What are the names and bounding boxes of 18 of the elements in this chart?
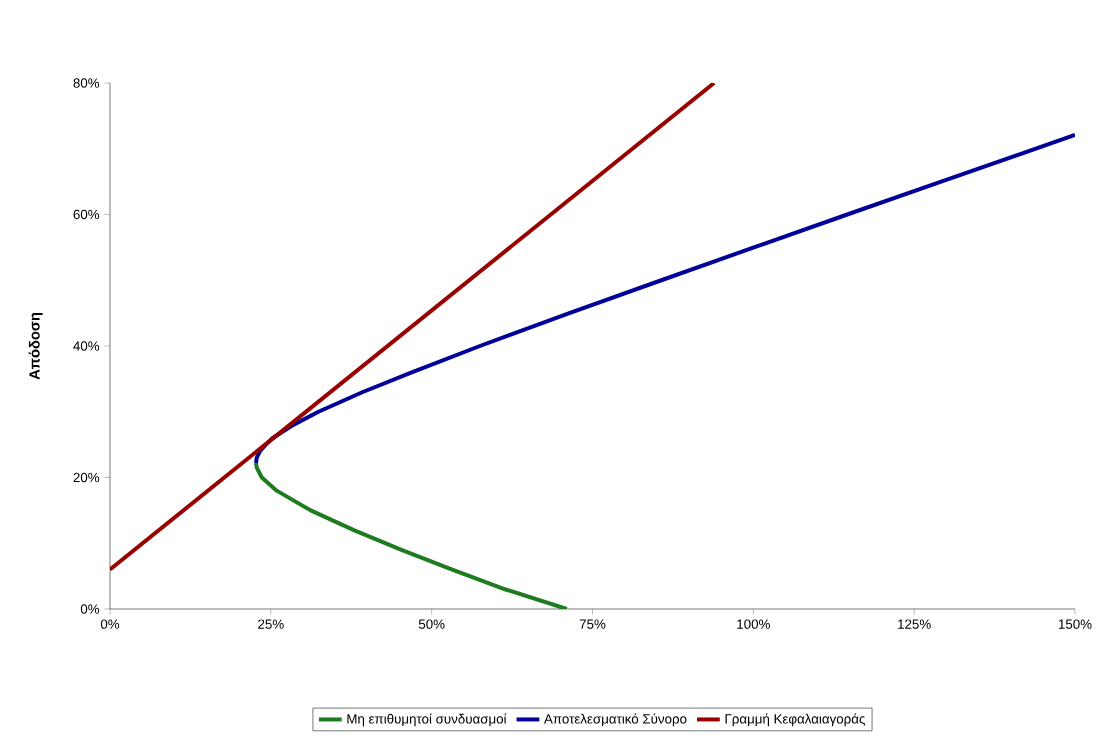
y-tick-label: 40% xyxy=(73,341,100,351)
legend-label: Μη επιθυμητοί συνδυασμοί xyxy=(347,713,507,727)
y-tick-label: 60% xyxy=(73,209,100,220)
y-tick-label: 80% xyxy=(73,78,100,88)
line-series xyxy=(254,461,569,609)
x-tick-label: 125% xyxy=(898,619,931,629)
legend-label: Γραμμή Κεφαλαιαγοράς xyxy=(725,713,865,727)
y-tick-label: 0% xyxy=(80,604,100,614)
y-tick-label: 20% xyxy=(73,472,100,483)
y-axis-title: Απόδοση xyxy=(28,313,43,380)
legend-label: Αποτελεσματικό Σύνορο xyxy=(544,713,687,727)
x-tick-label: 0% xyxy=(100,619,120,629)
x-tick-label: 25% xyxy=(258,619,284,629)
x-tick-label: 150% xyxy=(1058,619,1092,629)
x-tick-label: 75% xyxy=(579,619,606,629)
x-tick-label: 50% xyxy=(418,619,445,629)
line-series xyxy=(254,132,1075,466)
x-tick-label: 100% xyxy=(737,619,770,629)
